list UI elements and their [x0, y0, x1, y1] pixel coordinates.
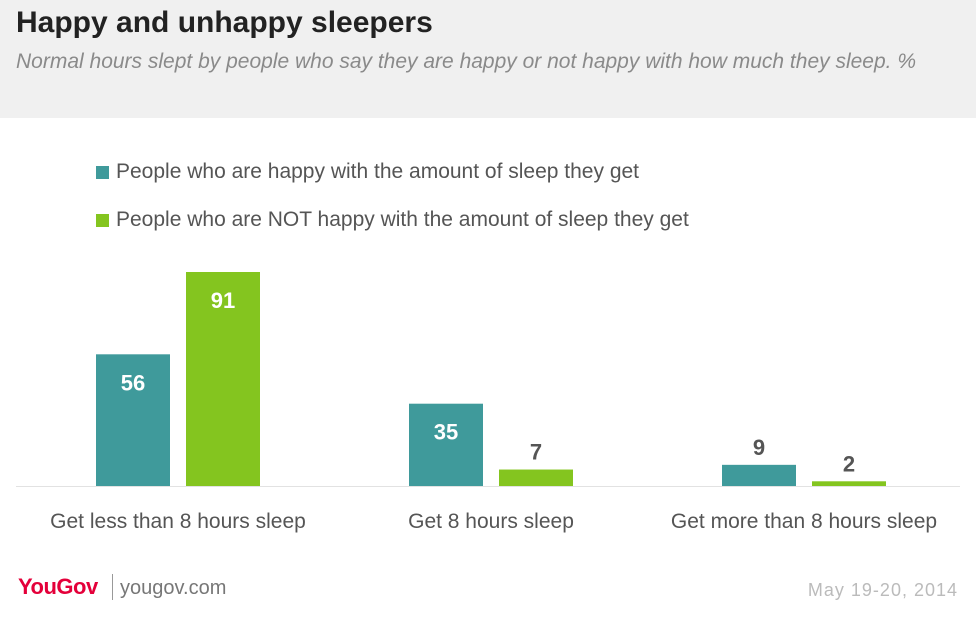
bar-happy-1	[409, 403, 483, 486]
survey-date: May 19-20, 2014	[807, 580, 958, 600]
legend-label-happy: People who are happy with the amount of …	[116, 160, 640, 183]
yougov-logo: YouGov	[18, 574, 98, 599]
bar-happy-2	[722, 464, 796, 486]
footer-divider	[112, 574, 113, 600]
legend-item-happy: People who are happy with the amount of …	[96, 148, 689, 196]
legend-swatch-not-happy	[96, 213, 109, 227]
data-label-happy-0: 56	[121, 370, 145, 395]
category-label-2: Get more than 8 hours sleep	[671, 510, 937, 533]
bar-not-happy-0	[186, 272, 260, 486]
footer-site-link[interactable]: yougov.com	[120, 577, 227, 599]
bar-not-happy-1	[499, 469, 573, 486]
chart-subtitle: Normal hours slept by people who say the…	[16, 50, 916, 73]
category-label-1: Get 8 hours sleep	[408, 510, 574, 533]
data-label-happy-1: 35	[434, 420, 458, 445]
bar-happy-0	[96, 354, 170, 486]
data-label-not-happy-1: 7	[530, 440, 542, 465]
data-label-not-happy-2: 2	[843, 451, 855, 476]
header: Happy and unhappy sleepers Normal hours …	[0, 0, 976, 118]
chart-title: Happy and unhappy sleepers	[16, 6, 433, 39]
data-label-happy-2: 9	[753, 435, 765, 460]
data-label-not-happy-0: 91	[211, 288, 235, 313]
legend: People who are happy with the amount of …	[96, 148, 689, 244]
legend-item-not-happy: People who are NOT happy with the amount…	[96, 196, 689, 244]
legend-swatch-happy	[96, 165, 109, 179]
bar-not-happy-2	[812, 481, 886, 486]
category-label-0: Get less than 8 hours sleep	[50, 510, 306, 533]
legend-label-not-happy: People who are NOT happy with the amount…	[116, 208, 689, 231]
